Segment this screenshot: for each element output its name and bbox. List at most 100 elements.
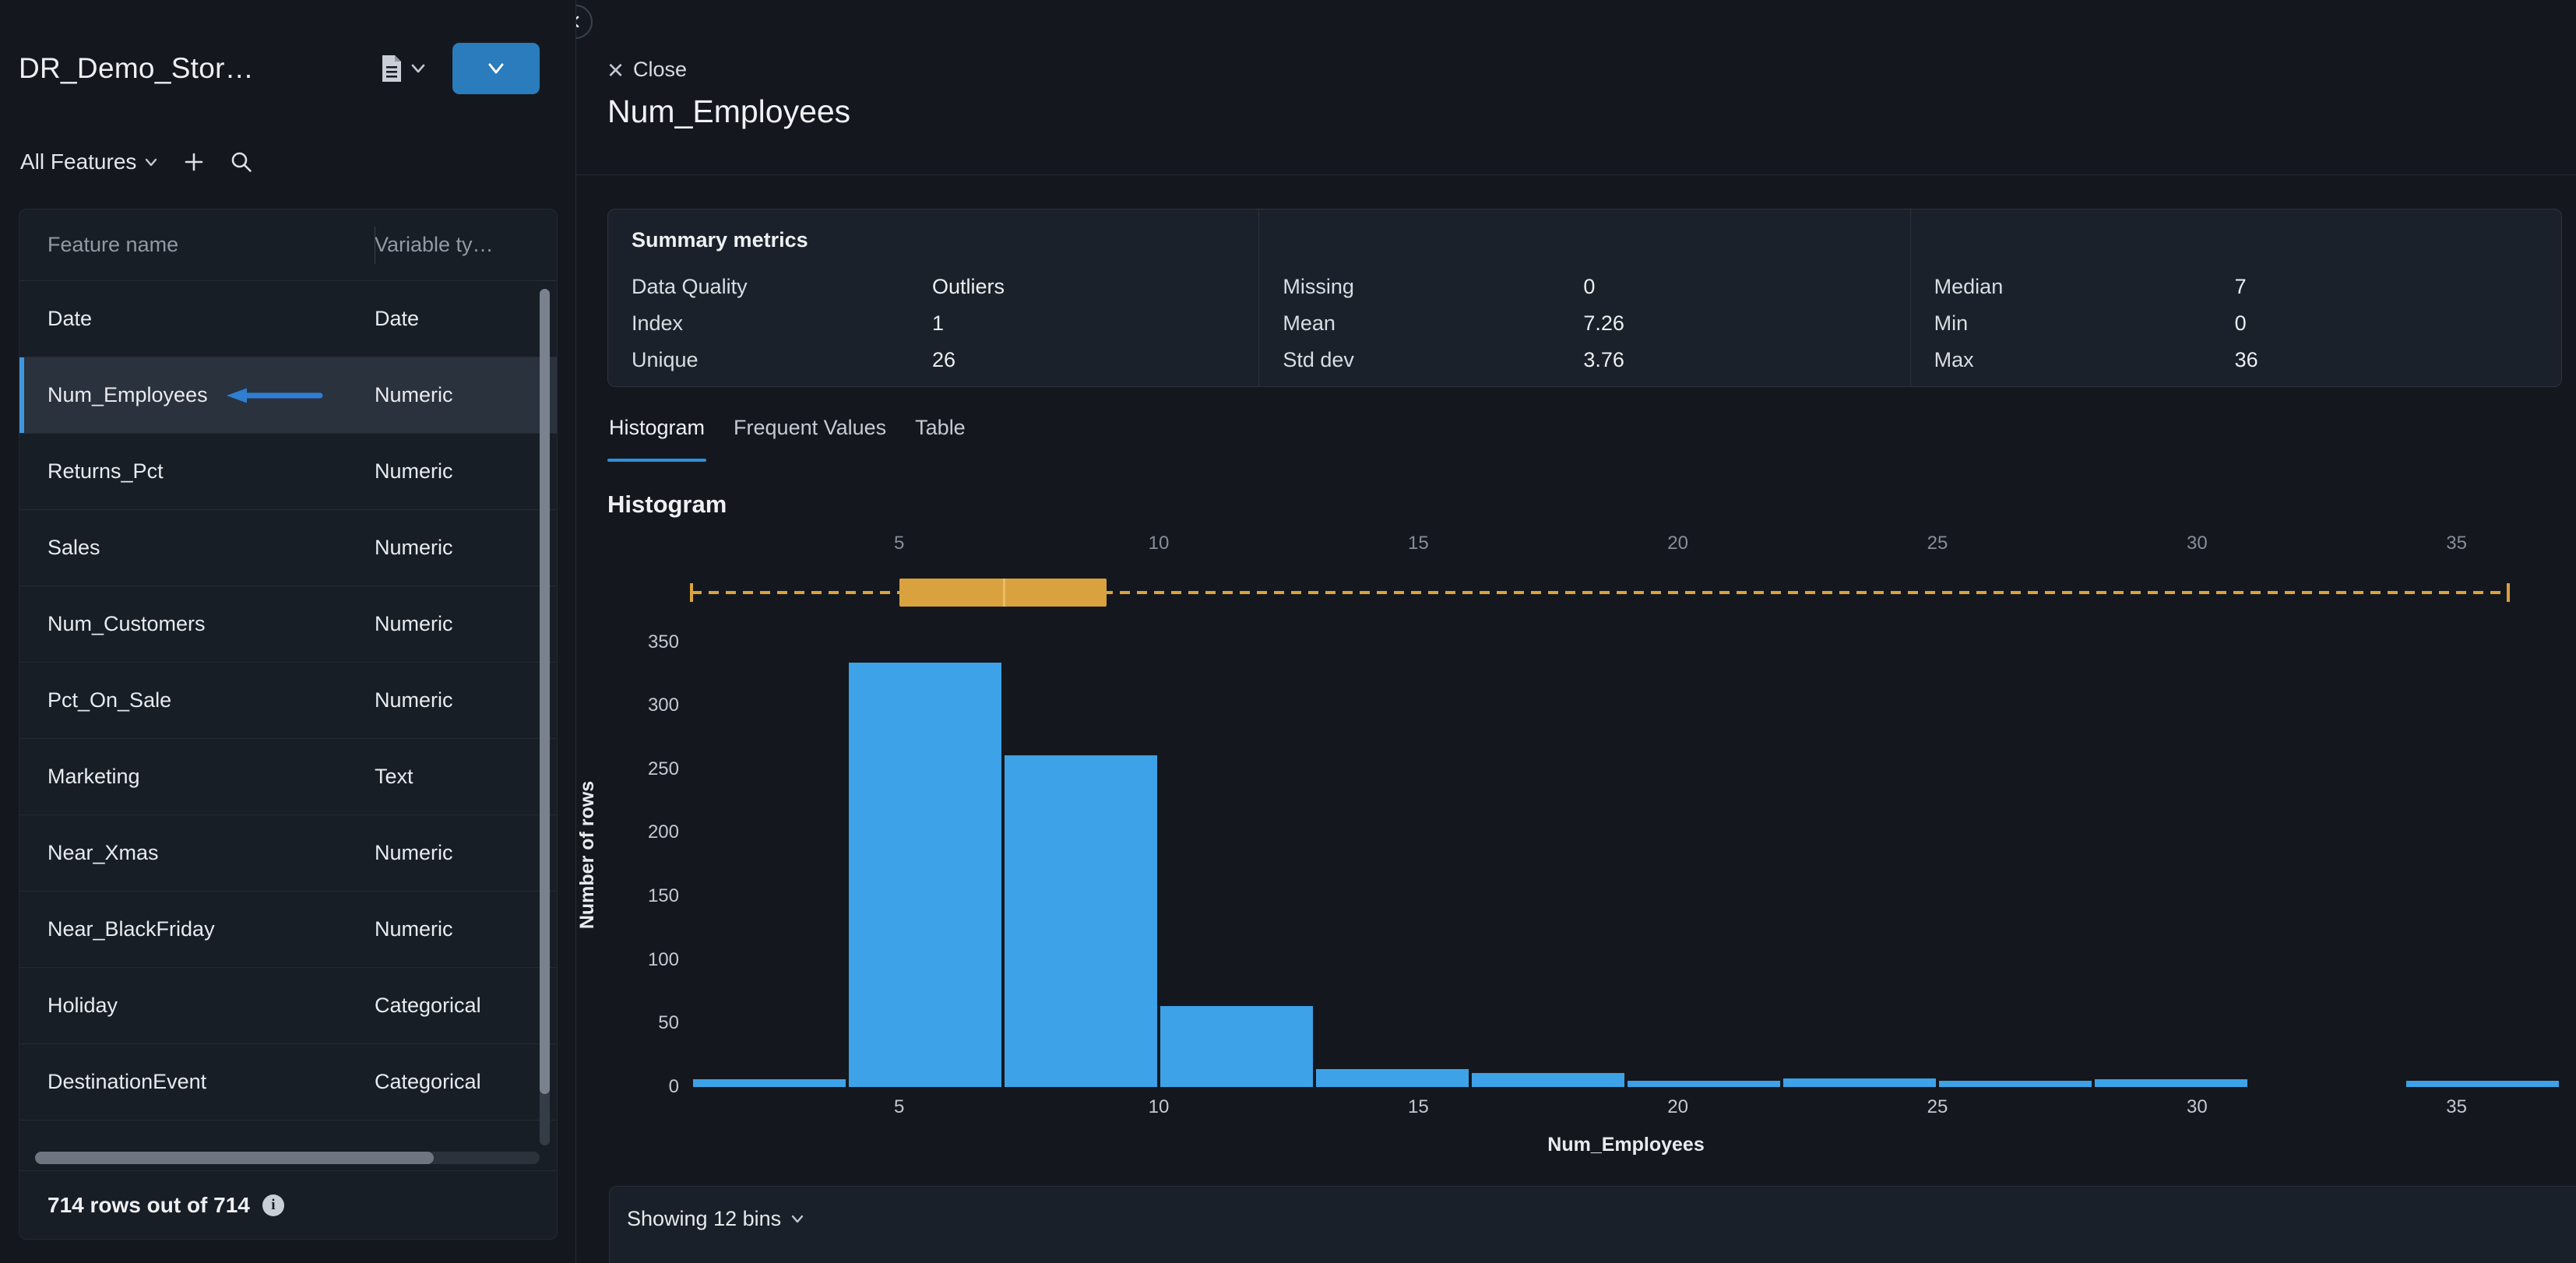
feature-name: Near_BlackFriday — [48, 917, 215, 941]
x-tick-label: 30 — [2186, 1096, 2208, 1117]
y-tick-label: 100 — [647, 948, 679, 970]
feature-type-cell: Text — [375, 765, 413, 788]
chevron-down-icon — [485, 62, 507, 76]
summary-label: Index — [632, 311, 684, 335]
summary-value: 7 — [2234, 275, 2247, 298]
feature-name-cell: Sales — [48, 536, 375, 560]
feature-row[interactable]: DestinationEvent Categorical — [19, 1044, 557, 1121]
x-tick-label: 10 — [1148, 1096, 1170, 1117]
feature-row[interactable]: Marketing Text — [19, 739, 557, 815]
summary-group: Summary metrics Data Quality Outliers Index… — [608, 209, 1258, 386]
add-feature-list-button[interactable] — [183, 151, 205, 173]
plus-icon — [183, 151, 205, 173]
primary-actions-button[interactable] — [452, 43, 540, 94]
range-dashed-line — [692, 591, 2509, 594]
detail-tabs: Histogram Frequent Values Table — [607, 416, 967, 462]
chevron-left-icon — [576, 14, 582, 30]
header-divider — [576, 174, 2576, 175]
close-label: Close — [633, 58, 688, 81]
histogram-bar — [848, 662, 1001, 1087]
feature-name-cell: Num_Employees — [48, 383, 375, 407]
tab-label: Table — [915, 416, 966, 439]
feature-name: Near_Xmas — [48, 841, 159, 864]
column-header-feature-name[interactable]: Feature name — [48, 233, 179, 256]
summary-row: Median 7 — [1934, 269, 2561, 305]
summary-group: Missing 0 Mean 7.26 Std dev 3.76 — [1258, 209, 1909, 386]
feature-name: Pct_On_Sale — [48, 688, 172, 712]
summary-row: Unique 26 — [632, 342, 1258, 378]
range-max-tick — [2507, 583, 2511, 602]
summary-row: Data Quality Outliers — [632, 269, 1258, 305]
tab-frequent-values[interactable]: Frequent Values — [732, 416, 888, 462]
feature-row[interactable]: Date Date — [19, 281, 557, 357]
column-header-variable-type[interactable]: Variable ty… — [375, 233, 494, 256]
vertical-scrollbar-thumb[interactable] — [540, 289, 550, 1094]
feature-row[interactable]: Holiday Categorical — [19, 968, 557, 1044]
x-tick-label: 15 — [1407, 1096, 1429, 1117]
feature-row[interactable]: Sales Numeric — [19, 510, 557, 586]
summary-label: Unique — [632, 348, 699, 371]
selection-annotation-arrow-icon — [225, 385, 323, 406]
plot-area: 0 50 100 150 200 250 300 350 — [648, 623, 2560, 1097]
feature-type-cell: Date — [375, 307, 420, 330]
chevron-down-icon — [144, 157, 158, 167]
summary-label: Missing — [1283, 275, 1354, 298]
tab-histogram[interactable]: Histogram — [607, 416, 707, 462]
feature-name: Marketing — [48, 765, 140, 788]
value-range-ruler: 5 10 15 20 25 30 35 — [690, 523, 2560, 615]
summary-row: Missing 0 — [1283, 269, 1909, 305]
info-icon[interactable]: i — [262, 1194, 284, 1216]
x-tick-label: 20 — [1667, 1096, 1689, 1117]
feature-name: DestinationEvent — [48, 1070, 207, 1093]
summary-label: Std dev — [1283, 348, 1354, 371]
feature-type-cell: Numeric — [375, 383, 453, 406]
tab-table[interactable]: Table — [913, 416, 967, 462]
feature-type-cell: Numeric — [375, 536, 453, 559]
feature-detail-panel: × Close Num_Employees Summary metrics Dat… — [576, 0, 2576, 1263]
x-tick-label: 5 — [893, 1096, 905, 1117]
histogram-bar — [1004, 755, 1157, 1087]
summary-value: 0 — [1583, 275, 1596, 298]
summary-label: Data Quality — [632, 275, 748, 298]
sidebar-collapse-button[interactable] — [576, 5, 593, 39]
feature-row[interactable]: Near_Xmas Numeric — [19, 815, 557, 892]
document-icon — [381, 55, 403, 83]
y-axis-title: Number of rows — [576, 780, 598, 930]
feature-name: Holiday — [48, 994, 118, 1017]
feature-name-cell: Holiday — [48, 994, 375, 1018]
feature-list: Date Date Num_Employees Numeric Returns_Pct N… — [19, 281, 557, 1121]
close-button[interactable]: × Close — [607, 55, 688, 83]
feature-list-footer: 714 rows out of 714 i — [19, 1170, 557, 1239]
feature-row[interactable]: Near_BlackFriday Numeric — [19, 892, 557, 968]
ruler-tick-label: 10 — [1148, 533, 1170, 554]
range-min-tick — [690, 583, 693, 602]
summary-value: 36 — [2234, 348, 2258, 371]
y-tick-label: 350 — [647, 631, 679, 653]
horizontal-scrollbar[interactable] — [35, 1152, 540, 1164]
feature-row[interactable]: Pct_On_Sale Numeric — [19, 663, 557, 739]
summary-value: 1 — [932, 311, 945, 335]
features-filter-label: All Features — [20, 150, 137, 174]
search-features-button[interactable] — [230, 150, 253, 174]
feature-row[interactable]: Num_Employees Numeric — [19, 357, 557, 434]
dataset-menu-button[interactable] — [381, 55, 426, 83]
y-tick-label: 150 — [647, 885, 679, 907]
summary-group: Median 7 Min 0 Max 36 — [1909, 209, 2561, 386]
active-tab-underline — [607, 459, 707, 462]
summary-row: Min 0 — [1934, 305, 2561, 342]
feature-row[interactable]: Num_Customers Numeric — [19, 586, 557, 663]
bins-dropdown[interactable]: Showing 12 bins — [627, 1207, 804, 1231]
feature-row[interactable]: Returns_Pct Numeric — [19, 434, 557, 510]
feature-name: Num_Customers — [48, 612, 206, 635]
histogram-chart: Number of rows 0 50 100 150 200 250 300 350 5 10… — [576, 623, 2560, 1156]
horizontal-scrollbar-thumb[interactable] — [35, 1152, 434, 1164]
vertical-scrollbar[interactable] — [540, 289, 550, 1145]
feature-detail-title: Num_Employees — [607, 93, 851, 129]
feature-name-cell: Num_Customers — [48, 612, 375, 636]
chevron-down-icon — [410, 63, 426, 74]
feature-name: Date — [48, 307, 93, 330]
summary-label: Mean — [1283, 311, 1336, 335]
ruler-tick-label: 35 — [2446, 533, 2468, 554]
features-filter-dropdown[interactable]: All Features — [20, 150, 158, 174]
row-count-label: 714 rows out of 714 — [48, 1192, 250, 1217]
